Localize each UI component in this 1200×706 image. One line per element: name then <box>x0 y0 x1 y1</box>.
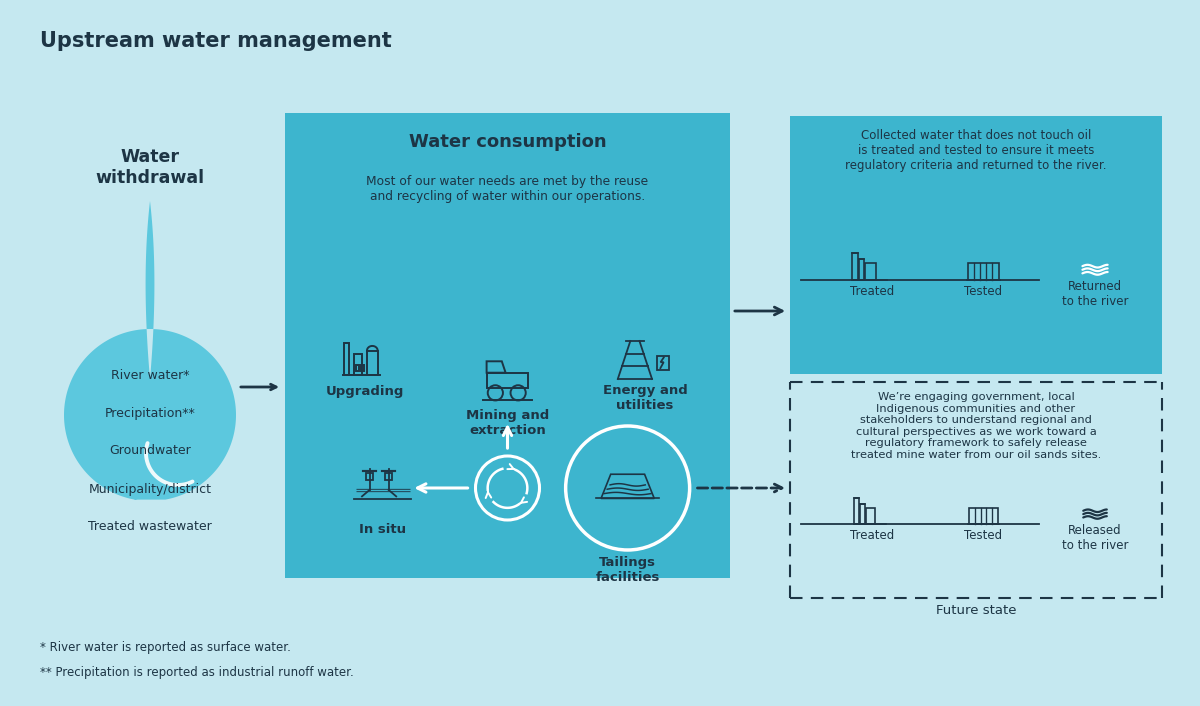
Text: We’re engaging government, local
Indigenous communities and other
stakeholders t: We’re engaging government, local Indigen… <box>851 392 1102 460</box>
Bar <box>356 365 359 371</box>
Text: ** Precipitation is reported as industrial runoff water.: ** Precipitation is reported as industri… <box>40 666 354 679</box>
Bar <box>360 365 364 371</box>
Text: Released
to the river: Released to the river <box>1062 524 1128 551</box>
Bar <box>367 350 378 375</box>
Text: Upgrading: Upgrading <box>326 385 404 397</box>
Text: Groundwater: Groundwater <box>109 445 191 457</box>
Text: Upstream water management: Upstream water management <box>40 31 391 51</box>
Text: Future state: Future state <box>936 604 1016 617</box>
Bar <box>385 473 392 479</box>
FancyBboxPatch shape <box>790 116 1162 374</box>
Bar <box>344 343 349 375</box>
Text: Most of our water needs are met by the reuse
and recycling of water within our o: Most of our water needs are met by the r… <box>366 175 648 203</box>
Circle shape <box>565 426 690 550</box>
Text: * River water is reported as surface water.: * River water is reported as surface wat… <box>40 641 290 654</box>
Text: River water*: River water* <box>110 369 190 381</box>
Text: Treated wastewater: Treated wastewater <box>88 520 212 534</box>
Bar <box>865 263 876 280</box>
Text: Mining and
extraction: Mining and extraction <box>466 409 550 437</box>
Bar <box>968 263 1000 280</box>
Text: Energy and
utilities: Energy and utilities <box>602 383 688 412</box>
Bar <box>366 473 373 479</box>
FancyBboxPatch shape <box>286 113 730 578</box>
FancyBboxPatch shape <box>790 382 1162 598</box>
Bar <box>354 354 362 375</box>
Text: Water
withdrawal: Water withdrawal <box>96 148 204 187</box>
Bar <box>853 498 859 524</box>
Bar <box>865 508 876 524</box>
Text: Tailings
facilities: Tailings facilities <box>595 556 660 584</box>
Text: Water consumption: Water consumption <box>409 133 606 151</box>
Text: In situ: In situ <box>359 523 407 536</box>
Text: Precipitation**: Precipitation** <box>104 407 196 419</box>
Bar <box>859 258 864 280</box>
Text: Treated: Treated <box>850 285 894 298</box>
Bar <box>852 253 858 280</box>
Text: Tested: Tested <box>965 285 1002 298</box>
Text: Collected water that does not touch oil
is treated and tested to ensure it meets: Collected water that does not touch oil … <box>845 129 1106 172</box>
Text: Municipality/district: Municipality/district <box>89 482 211 496</box>
Text: Tested: Tested <box>965 529 1002 542</box>
Bar <box>968 508 998 524</box>
Polygon shape <box>64 201 236 500</box>
Bar <box>860 504 865 524</box>
Bar <box>656 356 670 369</box>
Text: Returned
to the river: Returned to the river <box>1062 280 1128 308</box>
Text: Treated: Treated <box>850 529 894 542</box>
